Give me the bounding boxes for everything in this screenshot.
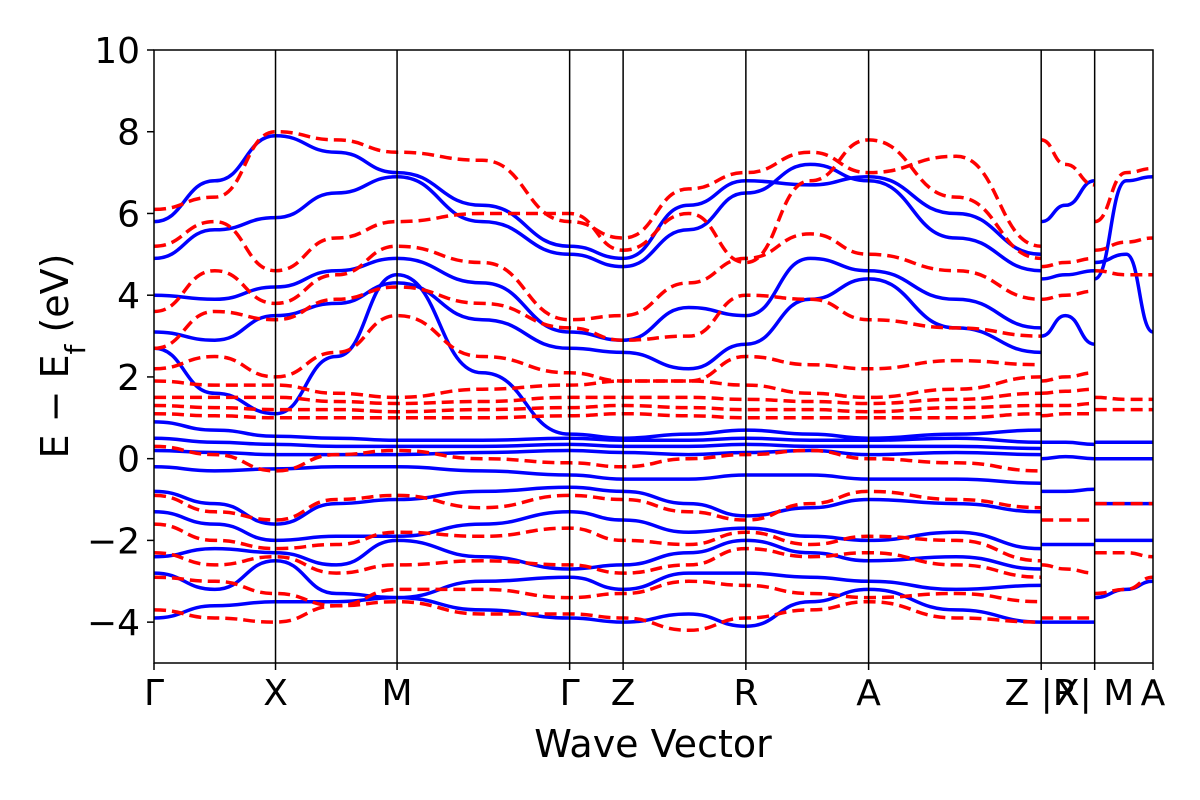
kpoint-lines bbox=[274, 50, 1096, 663]
band-solid-1 bbox=[154, 162, 1042, 273]
y-axis-label-subscript: f bbox=[59, 343, 92, 354]
band-dashed-29 bbox=[154, 129, 1042, 248]
band-dashed-50 bbox=[1041, 411, 1095, 418]
plot-frame bbox=[153, 49, 1154, 664]
band-dashed-60 bbox=[1094, 550, 1153, 559]
band-solid-23 bbox=[1094, 252, 1153, 334]
x-tick-label-8: X| M bbox=[1055, 673, 1134, 714]
x-tick-label-9: A bbox=[1141, 673, 1166, 714]
y-axis-label-unit: (eV) bbox=[33, 254, 77, 345]
band-solid-14 bbox=[1040, 179, 1096, 224]
x-tick-label-7: Z |R bbox=[1005, 673, 1078, 714]
x-tick-label-2: M bbox=[382, 673, 413, 714]
band-solid-4 bbox=[154, 273, 1042, 440]
band-dashed-31 bbox=[154, 232, 1042, 322]
band-dashed-55 bbox=[1094, 236, 1153, 252]
band-dashed-52 bbox=[1041, 563, 1095, 575]
band-dashed-61 bbox=[1094, 575, 1153, 596]
y-tick-label-4: 4 bbox=[117, 276, 140, 317]
band-solid-16 bbox=[1040, 313, 1096, 346]
band-dashed-57 bbox=[1094, 395, 1153, 402]
band-dashed-49 bbox=[1041, 401, 1095, 408]
x-tick-label-6: A bbox=[856, 673, 881, 714]
x-tick-label-3: Γ bbox=[560, 673, 580, 714]
y-tick-label-6: 8 bbox=[117, 113, 140, 154]
band-dashed-32 bbox=[154, 285, 1042, 351]
x-tick-label-4: Z bbox=[611, 673, 636, 714]
band-dashed-45 bbox=[1041, 256, 1095, 269]
y-tick-label-2: 0 bbox=[117, 440, 140, 481]
y-axis-label: E − Ef (eV) bbox=[33, 254, 92, 459]
band-dashed-34 bbox=[154, 375, 1042, 400]
band-dashed-56 bbox=[1094, 268, 1153, 277]
band-solid-28 bbox=[1094, 579, 1153, 600]
x-tick-label-1: X bbox=[263, 673, 288, 714]
x-axis-label: Wave Vector bbox=[534, 722, 772, 766]
band-solid-15 bbox=[1041, 268, 1095, 281]
x-tick-label-5: R bbox=[733, 673, 758, 714]
band-dashed-48 bbox=[1041, 387, 1095, 396]
band-solid-18 bbox=[1041, 454, 1095, 461]
band-solid-17 bbox=[1041, 440, 1095, 447]
x-tick-label-0: Γ bbox=[144, 673, 164, 714]
band-solid-22 bbox=[1093, 174, 1153, 281]
band-dashed-44 bbox=[1040, 138, 1095, 187]
y-tick-label-3: 2 bbox=[117, 358, 140, 399]
band-dashed-46 bbox=[1041, 289, 1095, 302]
y-tick-label-1: −2 bbox=[87, 521, 140, 562]
y-tick-label-7: 10 bbox=[94, 31, 140, 72]
band-solid-19 bbox=[1041, 487, 1095, 494]
band-dashed-33 bbox=[154, 313, 1042, 383]
band-dashed-54 bbox=[1094, 166, 1153, 224]
y-tick-label-5: 6 bbox=[117, 194, 140, 235]
y-ticks: −4 −2 0 2 4 6 8 10 bbox=[87, 31, 154, 644]
y-tick-label-0: −4 bbox=[87, 603, 140, 644]
y-axis-label-main: E − E bbox=[33, 354, 77, 458]
band-dashed-47 bbox=[1041, 371, 1095, 383]
band-dashed-39 bbox=[154, 489, 1042, 522]
